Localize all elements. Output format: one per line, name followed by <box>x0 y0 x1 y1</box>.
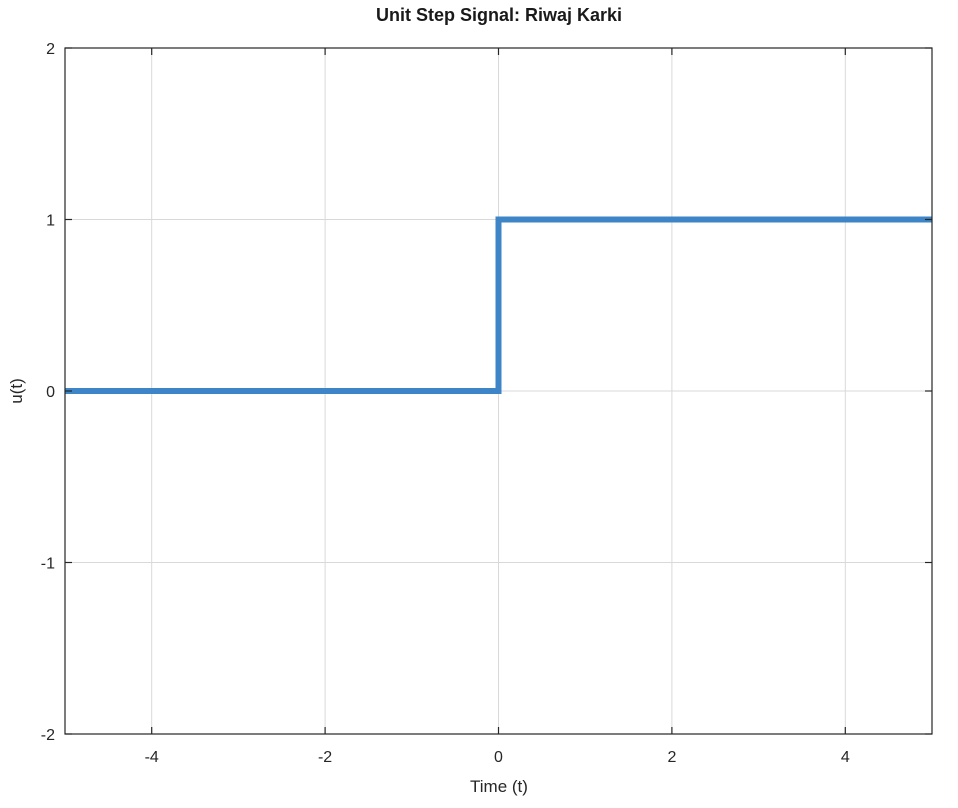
x-tick-label: 0 <box>494 749 503 766</box>
x-tick-label: -2 <box>318 749 332 766</box>
y-tick-label: 2 <box>46 41 55 58</box>
y-tick-label: 0 <box>46 384 55 401</box>
x-tick-label: -4 <box>145 749 159 766</box>
x-tick-label: 2 <box>667 749 676 766</box>
y-tick-label: -1 <box>41 556 55 573</box>
step-signal-line <box>65 216 932 394</box>
x-tick-labels: -4 -2 0 2 4 <box>145 749 850 766</box>
tick-marks <box>65 47 932 735</box>
plot-series <box>65 216 932 394</box>
y-tick-labels: -2 -1 0 1 2 <box>41 41 55 744</box>
x-axis-label: Time (t) <box>470 777 528 796</box>
y-tick-label: 1 <box>46 213 55 230</box>
x-tick-label: 4 <box>841 749 850 766</box>
chart-title: Unit Step Signal: Riwaj Karki <box>376 5 622 25</box>
y-tick-label: -2 <box>41 727 55 744</box>
y-axis-label: u(t) <box>7 378 26 404</box>
